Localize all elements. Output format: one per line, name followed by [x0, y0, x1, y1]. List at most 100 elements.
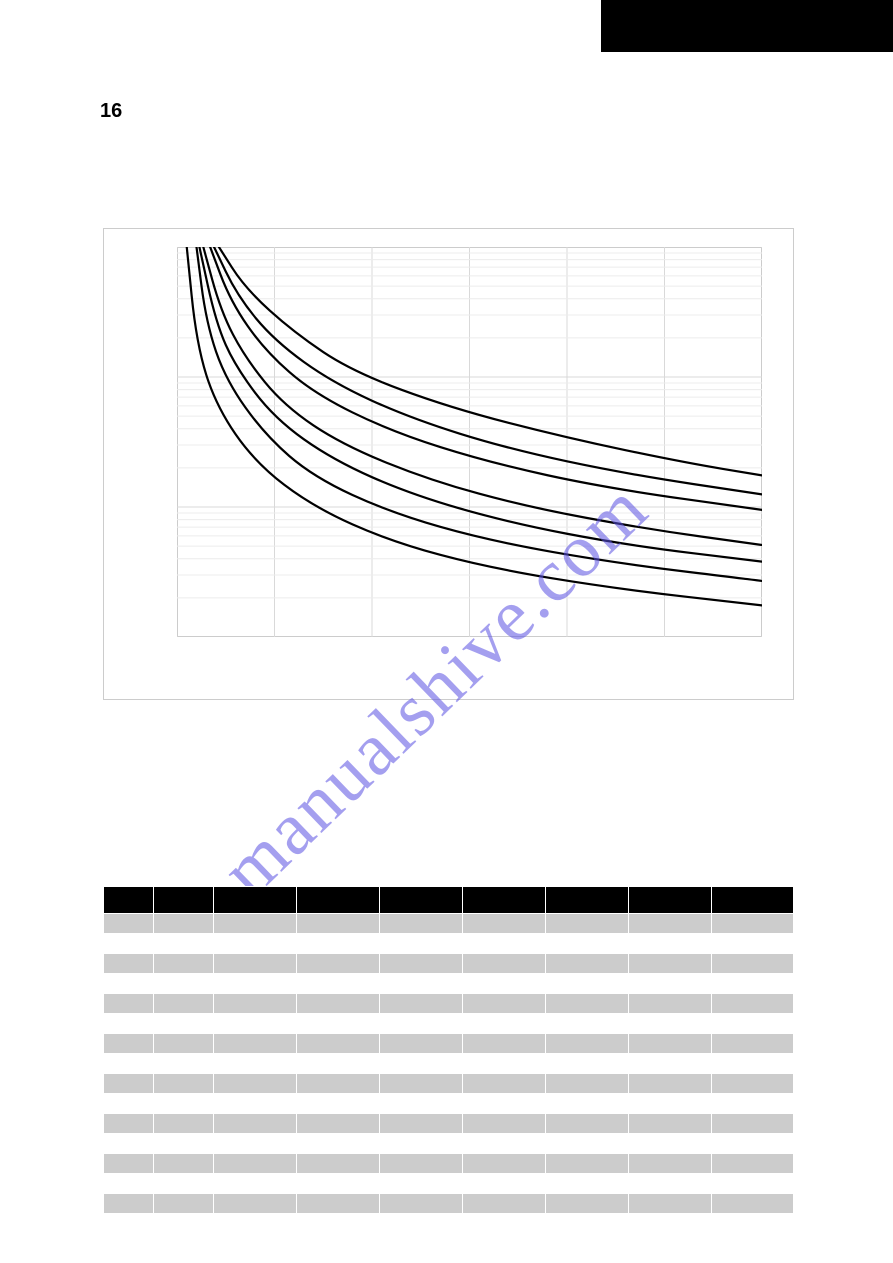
table-cell [154, 1154, 214, 1174]
table-cell [104, 934, 154, 954]
table-cell [104, 1154, 154, 1174]
table-cell [154, 1174, 214, 1194]
header-black-bar [601, 0, 893, 52]
table-cell [380, 1074, 463, 1094]
table-cell [154, 954, 214, 974]
table-cell [297, 934, 380, 954]
table-cell [380, 1134, 463, 1154]
table-cell [154, 914, 214, 934]
table-cell [104, 974, 154, 994]
table-cell [214, 934, 297, 954]
chart-panel [103, 228, 794, 700]
table-cell [546, 994, 629, 1014]
table-header-cell [712, 887, 794, 914]
table-cell [463, 1114, 546, 1134]
table-cell [546, 954, 629, 974]
table-cell [104, 1114, 154, 1134]
table-header-cell [154, 887, 214, 914]
table-cell [297, 1134, 380, 1154]
table-cell [380, 974, 463, 994]
table-cell [104, 1054, 154, 1074]
table-row [104, 994, 794, 1014]
table-cell [546, 1034, 629, 1054]
table-header-cell [380, 887, 463, 914]
table-row [104, 1114, 794, 1134]
table-row [104, 1174, 794, 1194]
table-cell [546, 1154, 629, 1174]
table-cell [214, 1014, 297, 1034]
table-cell [463, 974, 546, 994]
table-cell [214, 1194, 297, 1214]
table-cell [380, 1174, 463, 1194]
table-cell [546, 1014, 629, 1034]
table-cell [214, 1134, 297, 1154]
table-header-cell [104, 887, 154, 914]
table-cell [154, 1194, 214, 1214]
table-cell [214, 1174, 297, 1194]
table-cell [104, 1174, 154, 1194]
table-cell [712, 974, 794, 994]
table-cell [463, 994, 546, 1014]
table-cell [214, 1114, 297, 1134]
table-row [104, 1034, 794, 1054]
table-cell [629, 1154, 712, 1174]
table-cell [629, 1074, 712, 1094]
table-cell [712, 1114, 794, 1134]
data-table [103, 886, 794, 1214]
table-row [104, 1154, 794, 1174]
table-cell [463, 1034, 546, 1054]
table-cell [154, 1114, 214, 1134]
table-cell [214, 1054, 297, 1074]
table-cell [712, 1194, 794, 1214]
table-row [104, 954, 794, 974]
table-cell [154, 1014, 214, 1034]
table-cell [712, 1154, 794, 1174]
table-cell [380, 1194, 463, 1214]
page-number: 16 [100, 100, 122, 123]
table-cell [297, 974, 380, 994]
table-cell [297, 1194, 380, 1214]
table-row [104, 974, 794, 994]
table-cell [297, 1094, 380, 1114]
table-cell [463, 1094, 546, 1114]
table-cell [104, 1034, 154, 1054]
table-cell [463, 1054, 546, 1074]
table-cell [154, 974, 214, 994]
table-cell [712, 954, 794, 974]
table-header-cell [463, 887, 546, 914]
table-cell [463, 1194, 546, 1214]
table-cell [712, 1094, 794, 1114]
table-cell [214, 994, 297, 1014]
table-cell [629, 1194, 712, 1214]
table-cell [712, 934, 794, 954]
table-cell [214, 1074, 297, 1094]
table-cell [463, 1174, 546, 1194]
table-cell [104, 1194, 154, 1214]
table-row [104, 1094, 794, 1114]
table-cell [297, 1114, 380, 1134]
table-cell [297, 954, 380, 974]
table-cell [712, 994, 794, 1014]
table-cell [154, 1034, 214, 1054]
table-cell [629, 1174, 712, 1194]
table-cell [214, 1154, 297, 1174]
table-cell [214, 954, 297, 974]
table-cell [154, 1074, 214, 1094]
table-cell [463, 1134, 546, 1154]
table-cell [154, 1134, 214, 1154]
chart-svg [177, 247, 762, 637]
table-cell [297, 914, 380, 934]
table-row [104, 1014, 794, 1034]
table-cell [104, 1094, 154, 1114]
table-cell [463, 934, 546, 954]
table-row [104, 934, 794, 954]
table-cell [712, 1034, 794, 1054]
table-cell [297, 994, 380, 1014]
table-cell [629, 934, 712, 954]
table-cell [104, 1074, 154, 1094]
table-header-cell [214, 887, 297, 914]
table-cell [104, 1134, 154, 1154]
table-cell [546, 1074, 629, 1094]
table-cell [380, 914, 463, 934]
table-cell [104, 994, 154, 1014]
